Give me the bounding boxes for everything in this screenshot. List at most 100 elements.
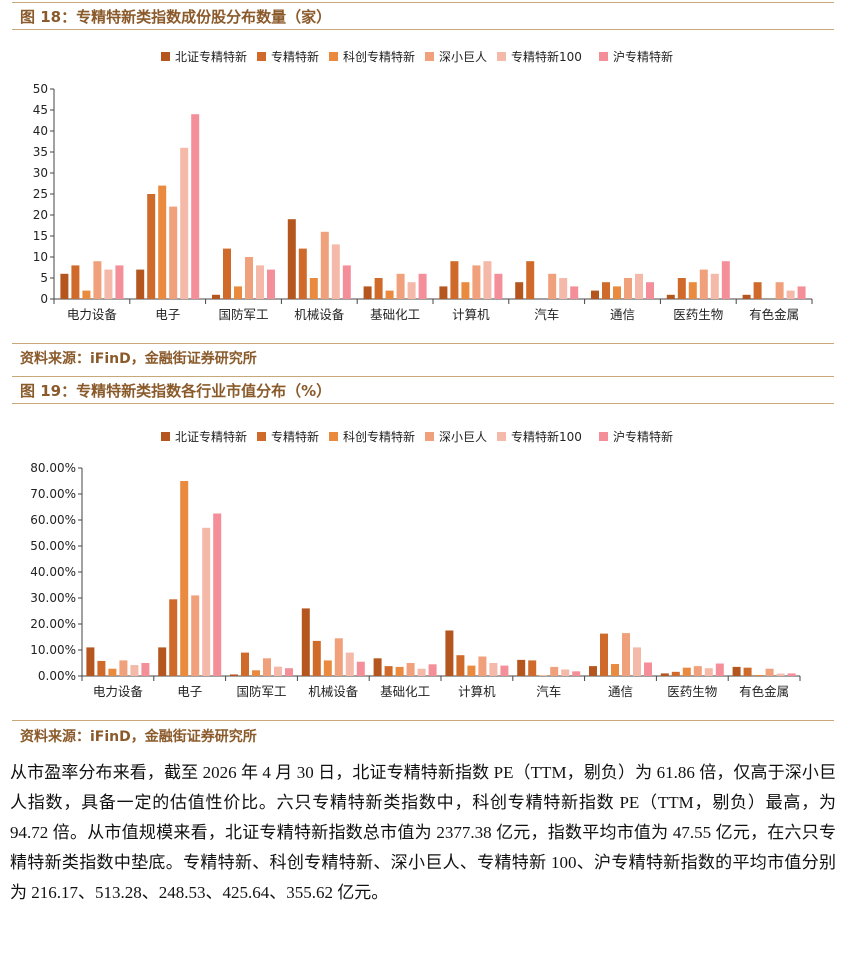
bar: [263, 658, 271, 676]
bar: [212, 294, 220, 299]
bar: [298, 248, 307, 299]
figure-19-source: 资料来源：iFinD，金融街证券研究所: [20, 729, 257, 745]
y-tick-label: 30: [33, 166, 48, 180]
bar: [71, 265, 80, 299]
x-category-label: 电子: [177, 684, 202, 699]
bar: [130, 665, 139, 676]
bar: [715, 663, 724, 676]
legend: 北证专精特新 专精特新 科创专精特新 深小巨人 专精特新100 沪专精特新: [161, 49, 673, 64]
bar: [671, 671, 680, 676]
bar: [682, 667, 691, 676]
legend-label: 科创专精特新: [343, 49, 415, 64]
legend-label: 专精特新: [271, 429, 319, 444]
bar: [776, 673, 785, 676]
y-tick-label: 50.00%: [30, 539, 76, 553]
x-category-label: 国防军工: [218, 307, 268, 322]
y-tick-label: 50: [33, 82, 48, 96]
bar: [797, 286, 806, 299]
x-category-label: 基础化工: [380, 684, 430, 699]
bar: [483, 261, 492, 299]
legend-label: 北证专精特新: [175, 49, 247, 64]
bar: [230, 674, 238, 676]
x-category-label: 有色金属: [739, 684, 789, 699]
bar: [528, 660, 537, 676]
bar: [385, 290, 394, 299]
x-category-label: 汽车: [536, 684, 561, 699]
bar: [753, 282, 762, 299]
bar: [256, 265, 264, 299]
bar: [147, 194, 156, 299]
bar: [191, 114, 200, 299]
bar: [611, 664, 619, 676]
bar: [572, 671, 581, 676]
bar: [666, 294, 675, 299]
bar: [644, 662, 652, 676]
y-tick-label: 60.00%: [30, 513, 76, 527]
bar: [646, 282, 654, 299]
bar: [395, 666, 404, 676]
bar: [600, 633, 608, 676]
bar: [786, 290, 795, 299]
bar: [428, 664, 437, 676]
bar: [119, 660, 128, 676]
bar: [539, 675, 548, 676]
bar: [550, 666, 559, 676]
legend-label: 沪专精特新: [613, 429, 673, 444]
bar: [158, 185, 167, 299]
bar: [775, 282, 784, 299]
legend-label: 专精特新100: [511, 49, 582, 64]
bar: [331, 244, 340, 299]
x-category-label: 机械设备: [294, 307, 345, 322]
bar: [548, 273, 557, 299]
legend-swatch: [425, 52, 434, 61]
legend-swatch: [425, 432, 434, 441]
bar: [489, 663, 498, 676]
figure-18-source-divider: [12, 343, 834, 344]
x-category-label: 计算机: [458, 684, 496, 699]
figure-19-title-bar: 图 19：专精特新类指数各行业市值分布（%）: [12, 376, 834, 404]
x-category-label: 医药生物: [673, 307, 723, 322]
x-category-label: 国防军工: [236, 684, 286, 699]
legend-label: 深小巨人: [439, 430, 487, 444]
bar: [320, 231, 329, 299]
legend-swatch: [599, 52, 608, 61]
bar: [342, 265, 351, 299]
bar: [472, 265, 481, 299]
bar: [765, 668, 774, 676]
bar: [241, 652, 249, 676]
bar: [169, 206, 178, 299]
bar: [559, 278, 568, 299]
bar: [515, 282, 524, 299]
y-tick-label: 10.00%: [30, 643, 76, 657]
bar: [418, 273, 427, 299]
bar: [191, 595, 200, 676]
chart-19-market-cap-distribution: 北证专精特新 专精特新 科创专精特新 深小巨人 专精特新100 沪专精特新 0.00% 10.…: [30, 429, 801, 699]
legend-label: 北证专精特新: [175, 429, 247, 444]
bar: [285, 668, 293, 676]
figure-19-source-divider: [12, 720, 834, 721]
x-category-label: 电力设备: [67, 307, 118, 322]
bar: [93, 261, 102, 299]
bar: [406, 663, 415, 676]
bar: [633, 647, 641, 676]
legend-label: 沪专精特新: [613, 49, 673, 64]
x-category-label: 通信: [610, 307, 635, 322]
bar: [710, 273, 719, 299]
figure-18-title: 图 18：专精特新类指数成份股分布数量（家）: [20, 8, 332, 26]
bar: [699, 269, 708, 299]
bar: [309, 278, 318, 299]
bar: [213, 513, 222, 676]
bar: [384, 666, 393, 676]
y-tick-label: 45: [33, 103, 48, 117]
bar: [104, 269, 113, 299]
bar: [517, 659, 526, 676]
bar: [60, 273, 69, 299]
bar: [407, 282, 416, 299]
bar: [287, 219, 296, 299]
x-category-label: 通信: [608, 684, 633, 699]
bar: [478, 656, 487, 676]
bar: [169, 599, 178, 676]
legend-swatch: [599, 432, 608, 441]
bar: [467, 665, 476, 676]
bar: [180, 147, 189, 299]
